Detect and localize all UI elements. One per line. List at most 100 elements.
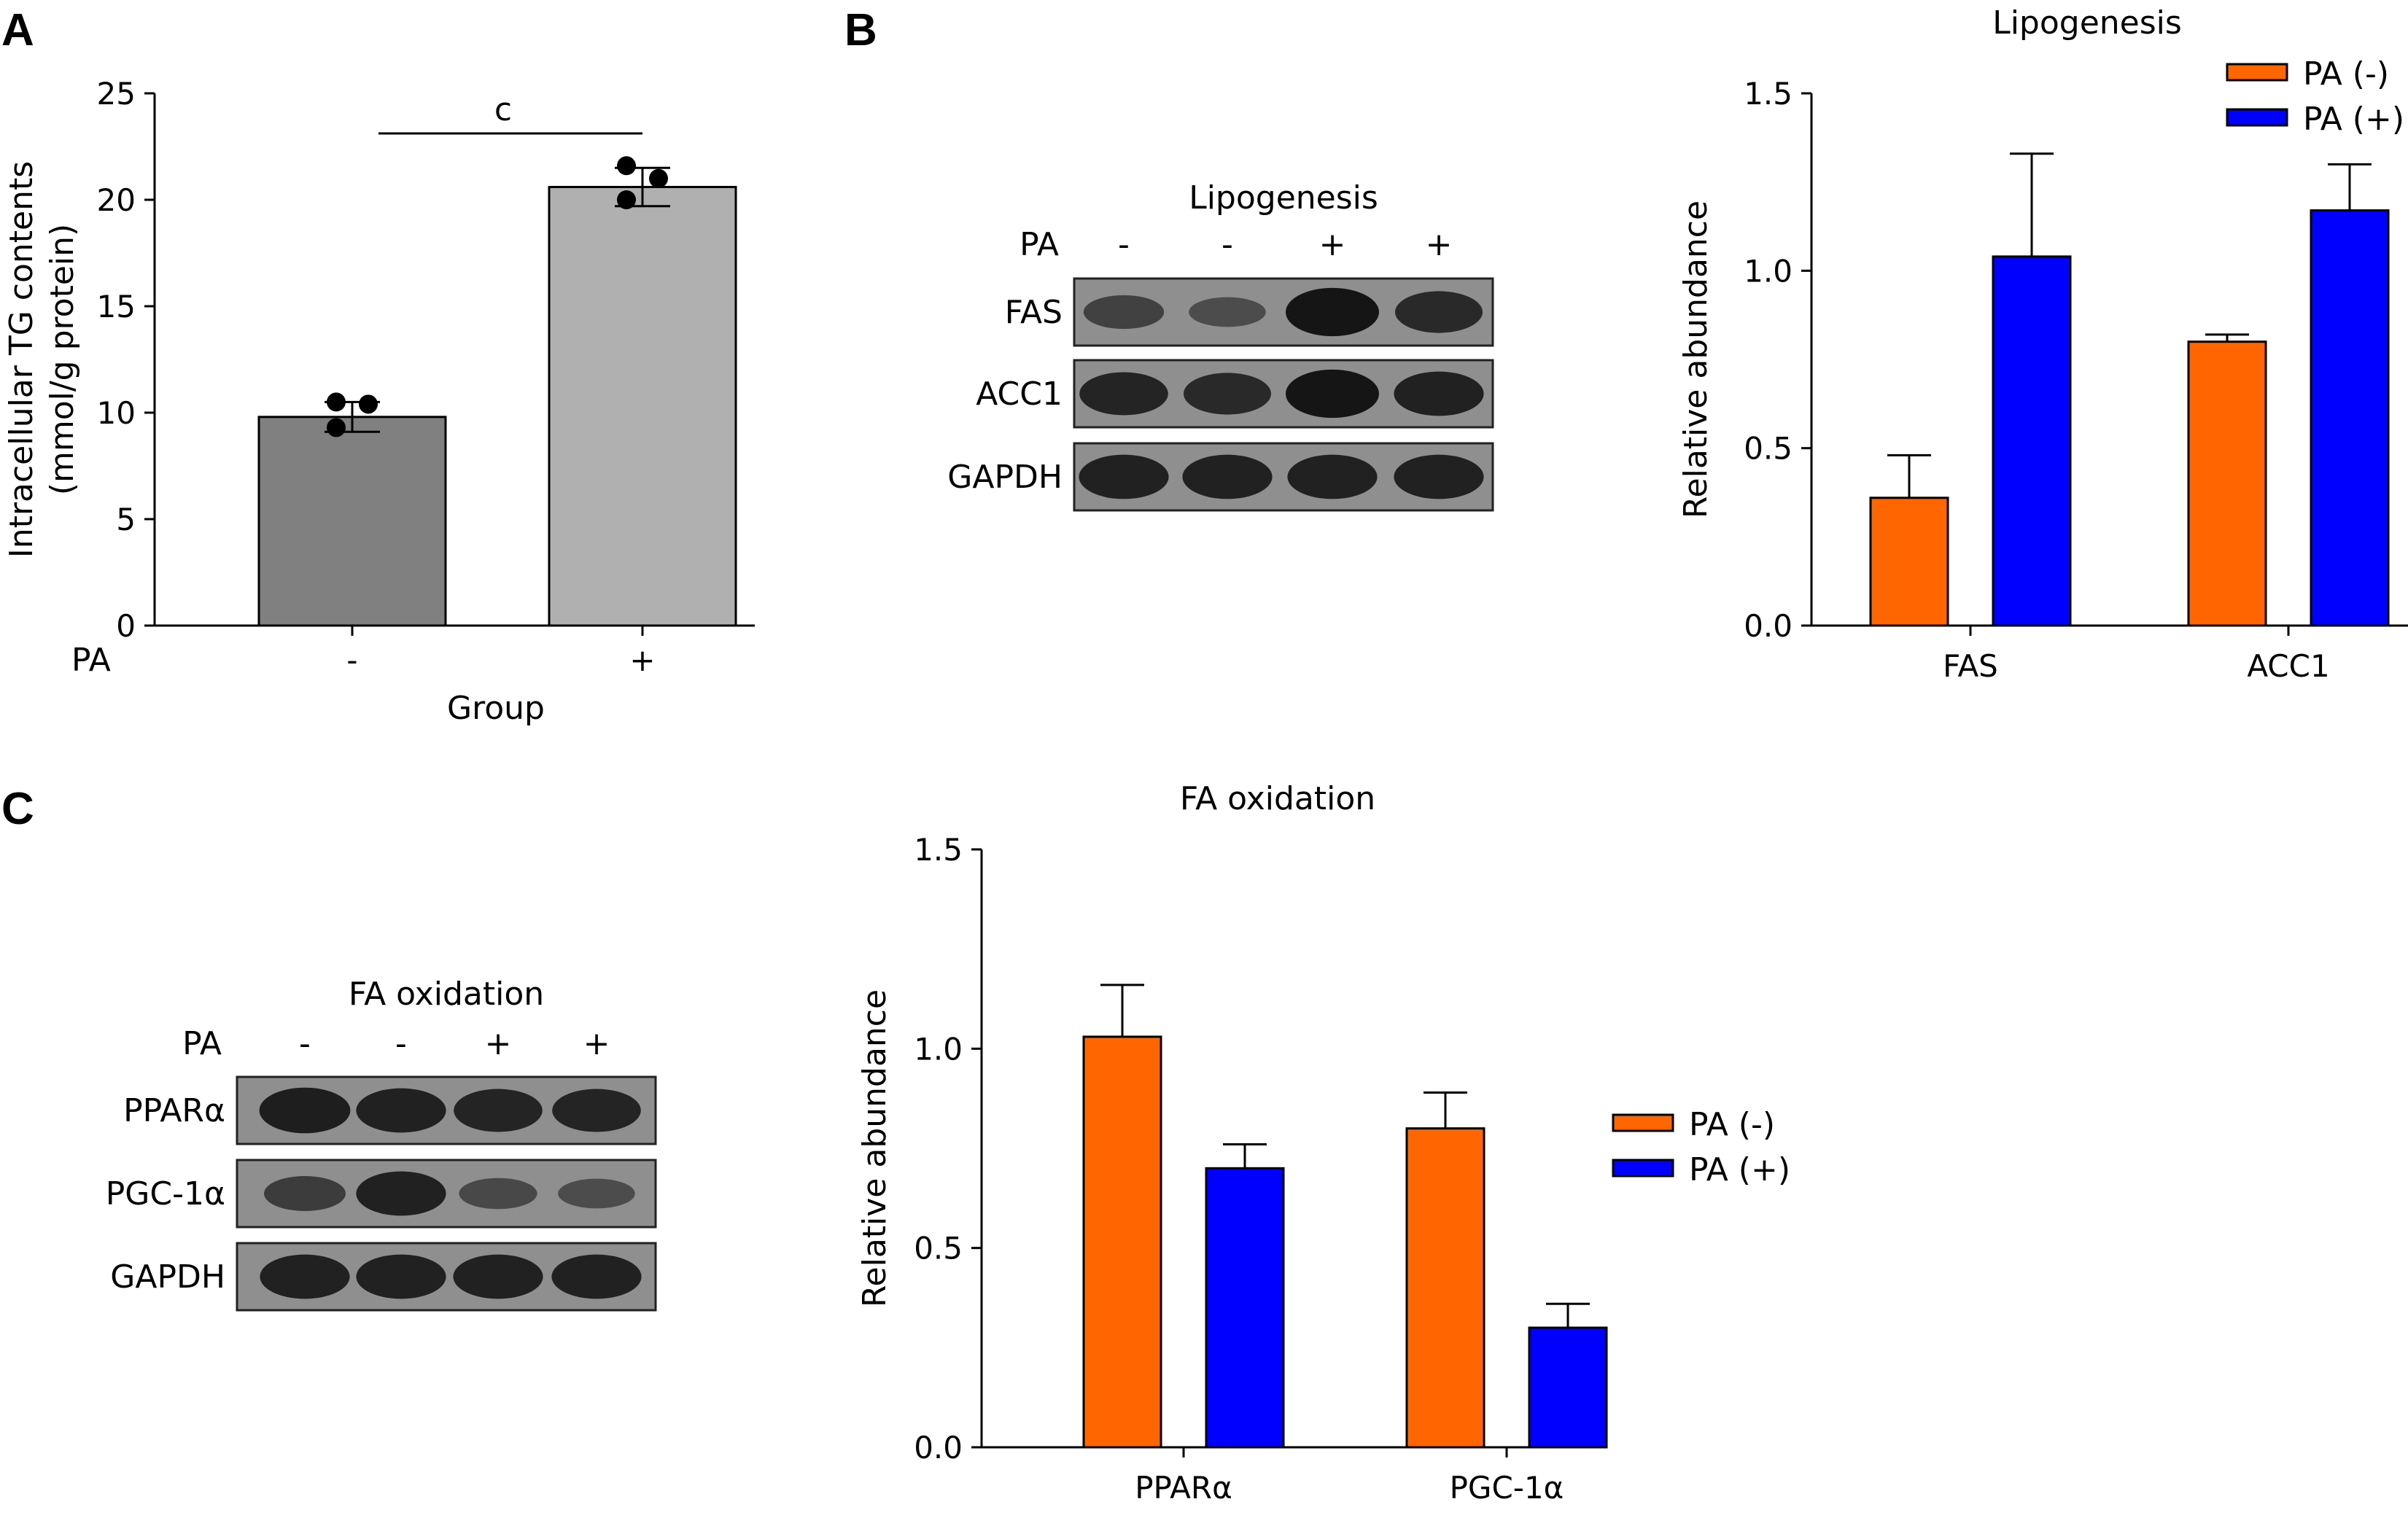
legend-label: PA (-) xyxy=(2303,55,2389,93)
y-tick-label: 1.5 xyxy=(914,832,963,868)
legend-swatch xyxy=(2226,108,2288,127)
blot-row-label: PPARα xyxy=(123,1092,225,1129)
blot-row-label: PGC-1α xyxy=(106,1175,225,1213)
y-tick-label: 1.0 xyxy=(1744,253,1793,289)
data-point xyxy=(327,418,346,437)
y-tick-label: 25 xyxy=(97,76,136,112)
y-tick-label: 0.0 xyxy=(914,1430,963,1466)
blot-title: FA oxidation xyxy=(349,976,544,1013)
chart-b: Lipogenesis 0.0 0.5 1.0 1.5 Relative abundanc… xyxy=(1677,4,2408,684)
x-tick-label: FAS xyxy=(1943,648,1998,684)
blot-band xyxy=(454,1089,543,1132)
blot-band xyxy=(453,1254,543,1299)
x-prefix-label: PA xyxy=(71,642,111,679)
blot-pa-sign: + xyxy=(583,1025,610,1062)
data-point xyxy=(649,168,668,188)
blot-pa-sign: + xyxy=(1319,226,1346,263)
x-tick-label: + xyxy=(629,642,655,678)
blot-band xyxy=(356,1088,446,1133)
blot-pa-label: PA xyxy=(1019,226,1059,263)
bar xyxy=(257,416,447,627)
legend-label: PA (+) xyxy=(1689,1151,1790,1188)
x-axis-title: Group xyxy=(447,690,545,727)
legend-swatch xyxy=(1612,1113,1674,1132)
x-tick-label: PGC-1α xyxy=(1450,1470,1564,1506)
blot-row-label: FAS xyxy=(1005,294,1063,331)
panel-letter-b: B xyxy=(844,5,877,55)
blot-band xyxy=(259,1087,351,1134)
blot-pa-sign: + xyxy=(1426,226,1453,263)
blot-pa-sign: - xyxy=(299,1025,311,1062)
data-point xyxy=(359,394,378,414)
y-tick-label: 15 xyxy=(97,289,136,324)
blot-pa-sign: - xyxy=(395,1025,407,1062)
blot-band xyxy=(1394,454,1484,499)
bar xyxy=(1082,1035,1162,1449)
blot-pa-label: PA xyxy=(182,1025,222,1062)
blot-band xyxy=(1079,454,1169,499)
panel-letter-a: A xyxy=(1,5,34,55)
legend-label: PA (-) xyxy=(1689,1106,1775,1143)
blot-band xyxy=(1286,287,1379,337)
panel-letter-c: C xyxy=(1,784,34,834)
y-tick-label: 5 xyxy=(116,502,136,537)
blot-pa-sign: + xyxy=(485,1025,512,1062)
data-point xyxy=(617,156,636,176)
bar xyxy=(1992,255,2072,627)
blot-band xyxy=(1287,454,1378,499)
blot-band xyxy=(551,1254,642,1299)
blot-pa-sign: - xyxy=(1222,226,1233,263)
y-tick-label: 0 xyxy=(116,608,136,644)
blot-band xyxy=(1286,369,1379,419)
blot-band xyxy=(260,1254,350,1299)
bar xyxy=(2187,340,2267,627)
blot-band xyxy=(356,1254,446,1299)
chart-c: FA oxidation 0.0 0.5 1.0 1.5 Relative abundan… xyxy=(856,780,1790,1506)
y-axis-title-line2: (mmol/g protein) xyxy=(44,224,81,495)
blot-band xyxy=(356,1171,446,1216)
data-point xyxy=(617,190,636,209)
blot-band xyxy=(1079,372,1168,416)
bar xyxy=(1205,1167,1285,1449)
y-axis-title: Relative abundance xyxy=(856,989,893,1307)
blot-band xyxy=(552,1089,641,1132)
x-tick-label: PPARα xyxy=(1135,1470,1232,1506)
bar xyxy=(1405,1127,1485,1449)
y-axis-title: Relative abundance xyxy=(1677,201,1714,518)
chart-title: FA oxidation xyxy=(1180,780,1375,817)
blot-band xyxy=(1184,373,1271,415)
blot-row-label: GAPDH xyxy=(110,1258,225,1296)
legend-label: PA (+) xyxy=(2303,101,2404,138)
blot-pa-sign: - xyxy=(1118,226,1130,263)
blot-band xyxy=(558,1178,635,1209)
blot-row-label: ACC1 xyxy=(976,375,1063,413)
significance-label: c xyxy=(494,91,512,128)
bar xyxy=(1528,1326,1608,1449)
y-tick-label: 0.5 xyxy=(1744,431,1793,467)
blot-band xyxy=(1182,454,1273,499)
blot-c: FA oxidation PA - - + + PPARα PGC-1α GAPDH xyxy=(106,976,657,1312)
blot-band xyxy=(1394,371,1484,416)
blot-row-label: GAPDH xyxy=(947,459,1063,496)
blot-band xyxy=(264,1175,346,1212)
blot-b: Lipogenesis PA - - + + FAS ACC1 GAPDH xyxy=(947,179,1494,512)
y-axis-title-line1: Intracellular TG contents xyxy=(3,161,40,558)
y-tick-label: 0.5 xyxy=(914,1231,963,1266)
bar xyxy=(1869,497,1949,627)
blot-title: Lipogenesis xyxy=(1189,179,1378,217)
y-tick-label: 1.5 xyxy=(1744,76,1793,112)
y-tick-label: 1.0 xyxy=(914,1031,963,1067)
legend-swatch xyxy=(1612,1159,1674,1178)
chart-title: Lipogenesis xyxy=(1992,4,2182,42)
data-point xyxy=(327,392,346,412)
y-tick-label: 0.0 xyxy=(1744,608,1793,644)
legend-swatch xyxy=(2226,63,2288,82)
blot-band xyxy=(1189,297,1266,327)
x-tick-label: ACC1 xyxy=(2247,648,2329,684)
bar xyxy=(2310,209,2390,627)
x-tick-label: - xyxy=(346,642,357,678)
bar xyxy=(548,185,737,627)
y-tick-label: 10 xyxy=(97,395,136,431)
blot-band xyxy=(459,1178,537,1210)
